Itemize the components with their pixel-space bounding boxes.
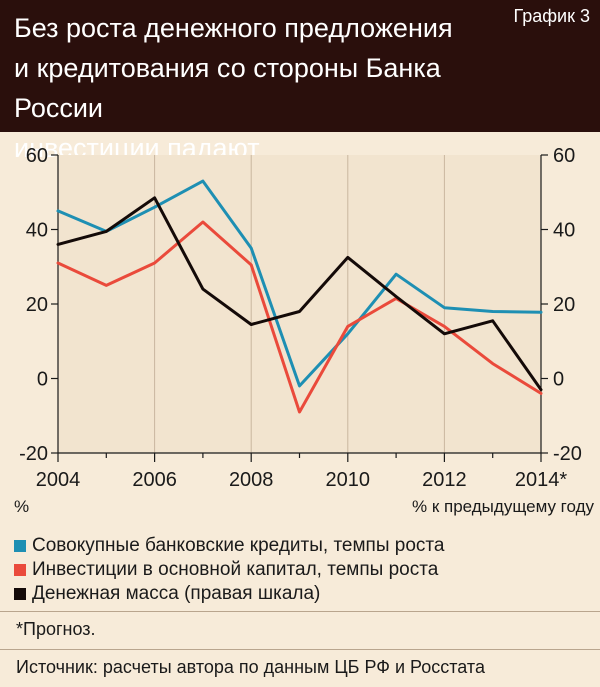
- series-line-3: [56, 196, 543, 392]
- chart-header: Без роста денежного предложения и кредит…: [0, 0, 600, 163]
- y-tick-label-left: -20: [19, 443, 48, 465]
- y-tick-label-left: 60: [26, 145, 48, 167]
- left-unit-label: %: [14, 497, 29, 516]
- legend-swatch: [14, 540, 26, 552]
- y-tick-label-left: 0: [37, 369, 48, 391]
- legend-item-investments: Инвестиции в основной капитал, темпы рос…: [14, 558, 594, 582]
- y-tick-label-left: 20: [26, 294, 48, 316]
- right-unit-label: % к предыдущему году: [412, 497, 594, 516]
- y-tick-label-right: 60: [553, 145, 575, 167]
- legend-swatch: [14, 588, 26, 600]
- divider: [0, 611, 600, 612]
- plot-area: [58, 155, 541, 453]
- source-note: Источник: расчеты автора по данным ЦБ РФ…: [16, 657, 485, 677]
- chart-number: График 3: [513, 6, 590, 26]
- legend-item-credits: Совокупные банковские кредиты, темпы рос…: [14, 534, 594, 558]
- x-tick-label: 2004: [36, 469, 81, 491]
- chart-title: Без роста денежного предложения и кредит…: [14, 8, 534, 168]
- y-tick-label-right: -20: [553, 443, 582, 465]
- divider: [0, 649, 600, 650]
- x-tick-label: 2010: [326, 469, 371, 491]
- y-tick-label-right: 20: [553, 294, 575, 316]
- x-tick-label: 2012: [422, 469, 467, 491]
- footnote: *Прогноз.: [16, 619, 96, 639]
- series-line-2: [56, 220, 543, 414]
- title-line: и кредитования со стороны Банка России: [14, 53, 441, 123]
- legend-label: Совокупные банковские кредиты, темпы рос…: [32, 535, 445, 556]
- series-line-1: [56, 179, 543, 388]
- x-tick-label: 2014*: [515, 469, 567, 491]
- legend-label: Инвестиции в основной капитал, темпы рос…: [32, 559, 439, 580]
- y-tick-label-right: 0: [553, 369, 564, 391]
- legend-swatch: [14, 564, 26, 576]
- x-tick-label: 2008: [229, 469, 274, 491]
- legend-label: Денежная масса (правая шкала): [32, 583, 321, 604]
- legend: Совокупные банковские кредиты, темпы рос…: [14, 534, 594, 606]
- legend-item-money-supply: Денежная масса (правая шкала): [14, 582, 594, 606]
- y-tick-label-left: 40: [26, 220, 48, 242]
- x-tick-label: 2006: [132, 469, 177, 491]
- line-chart: 60 60 40 40 20 20 0 0 -20 -20 2004 2006 2008 2010 2012…: [14, 145, 594, 516]
- title-line: Без роста денежного предложения: [14, 13, 453, 43]
- y-tick-label-right: 40: [553, 220, 575, 242]
